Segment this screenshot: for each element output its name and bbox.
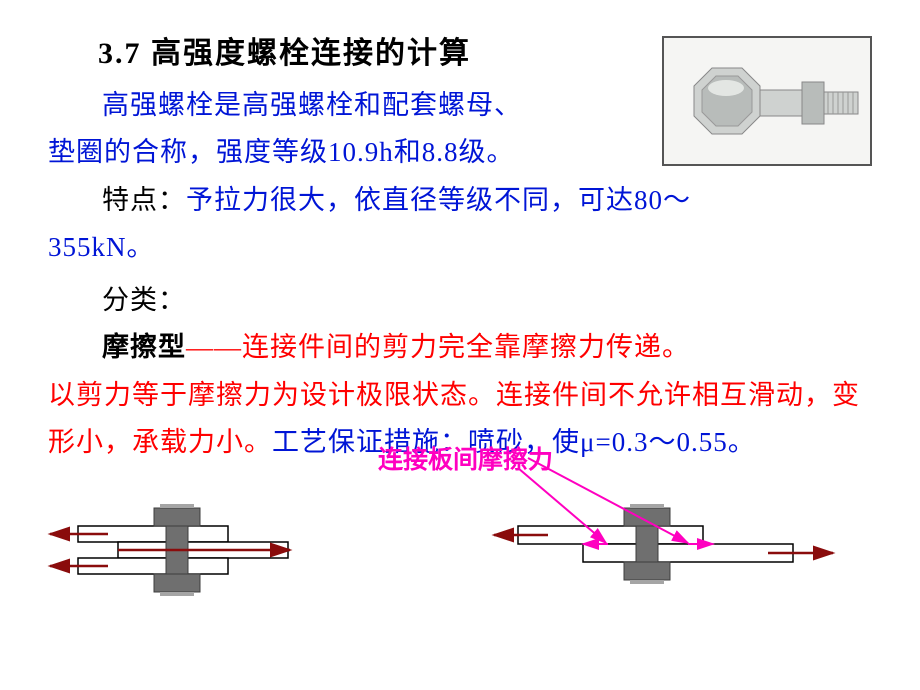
bolt-diagram-right: [488, 448, 848, 618]
friction-line-1: 摩擦型——连接件间的剪力完全靠摩擦力传递。: [48, 324, 872, 371]
feature-label: 特点：: [102, 185, 186, 215]
bolt-photo-svg: [664, 38, 870, 164]
friction-type-label: 摩擦型: [102, 332, 186, 362]
bolt-photo: [662, 36, 872, 166]
category-label: 分类：: [48, 277, 872, 324]
feature-line-1: 特点：予拉力很大，依直径等级不同，可达80～: [48, 177, 872, 224]
bolt-diagram-left: [38, 468, 338, 618]
diagram-area: 连接板间摩擦力: [48, 478, 868, 628]
friction-desc-1: 连接件间的剪力完全靠摩擦力传递。: [242, 332, 690, 362]
feature-line-2: 355kN。: [48, 224, 872, 271]
friction-dash: ——: [186, 332, 242, 362]
feature-text-1: 予拉力很大，依直径等级不同，可达80～: [186, 185, 691, 215]
